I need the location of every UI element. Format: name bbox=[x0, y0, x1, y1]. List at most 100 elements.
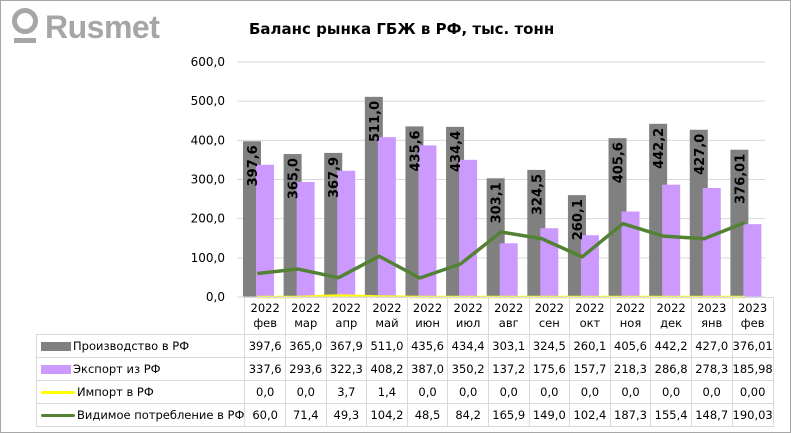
table-cell: 434,4 bbox=[447, 334, 489, 358]
x-tick-part: мар bbox=[294, 316, 318, 330]
x-tick-label: 2022 июл bbox=[447, 297, 489, 335]
y-tick-label: 500,0 bbox=[191, 94, 225, 108]
legend-label: Видимое потребление в РФ bbox=[77, 408, 245, 422]
export-bar bbox=[702, 187, 721, 297]
table-cell: 435,6 bbox=[406, 334, 449, 358]
rusmet-logo: Rusmet bbox=[11, 7, 160, 47]
x-tick-label: 2022 май bbox=[366, 297, 408, 335]
x-tick-part: 2022 bbox=[453, 301, 483, 315]
x-tick-label: 2022 окт bbox=[569, 297, 611, 335]
x-tick-part: дек bbox=[660, 316, 683, 330]
x-tick-part: 2022 bbox=[412, 301, 443, 315]
logo-icon bbox=[12, 8, 38, 43]
table-cell: 3,7 bbox=[325, 380, 368, 404]
table-cell: 322,3 bbox=[325, 357, 368, 381]
table-cell: 397,6 bbox=[244, 334, 286, 358]
table-row: Видимое потребление в РФ 60,0 71,4 49,3 104,… bbox=[35, 403, 774, 427]
table-cell: 137,2 bbox=[487, 357, 530, 381]
logo-text: Rusmet bbox=[45, 8, 160, 45]
data-table: 2022 фев 2022 мар 2022 апр 2022 май 2022 июн 2022 и… bbox=[35, 297, 774, 427]
table-cell: 405,6 bbox=[609, 334, 652, 358]
production-data-label: 303,1 bbox=[490, 182, 505, 223]
production-data-label: 324,5 bbox=[530, 174, 545, 215]
export-bar bbox=[337, 170, 356, 297]
x-tick-part: май bbox=[375, 316, 399, 330]
table-cell: 71,4 bbox=[284, 403, 327, 427]
table-cell: 0,00 bbox=[731, 380, 774, 404]
x-tick-part: фев bbox=[253, 316, 278, 330]
x-tick-label: 2023 фев bbox=[731, 297, 774, 335]
legend-key bbox=[41, 342, 71, 351]
production-data-label: 365,0 bbox=[287, 158, 302, 199]
table-cell: 367,9 bbox=[325, 334, 368, 358]
production-data-label: 511,0 bbox=[368, 101, 383, 142]
table-cell: 175,6 bbox=[528, 357, 571, 381]
export-bar bbox=[459, 159, 478, 297]
legend-entry: Экспорт из РФ bbox=[35, 357, 246, 381]
legend-entry: Производство в РФ bbox=[35, 334, 246, 358]
table-row: Производство в РФ 397,6 365,0 367,9 511,0 435… bbox=[35, 334, 774, 358]
legend-key bbox=[41, 414, 75, 417]
table-cell: 0,0 bbox=[284, 380, 327, 404]
export-bar bbox=[743, 224, 762, 297]
x-tick-label: 2022 дек bbox=[650, 297, 692, 335]
table-cell: 60,0 bbox=[244, 403, 286, 427]
table-cell: 0,0 bbox=[447, 380, 489, 404]
production-data-label: 442,2 bbox=[652, 128, 667, 169]
export-bar bbox=[418, 145, 437, 297]
table-cell: 293,6 bbox=[284, 357, 327, 381]
x-tick-part: ноя bbox=[619, 316, 642, 330]
export-bar bbox=[256, 164, 274, 297]
production-data-label: 405,6 bbox=[612, 142, 627, 183]
x-tick-part: 2023 bbox=[697, 301, 727, 315]
consumption-line bbox=[257, 220, 746, 280]
y-tick-label: 400,0 bbox=[191, 133, 225, 147]
x-tick-part: 2022 bbox=[656, 301, 686, 315]
table-cell: 350,2 bbox=[447, 357, 489, 381]
export-bar bbox=[662, 184, 681, 297]
export-bar bbox=[621, 211, 640, 297]
table-cell: 0,0 bbox=[690, 380, 733, 404]
x-tick-part: 2022 bbox=[372, 301, 402, 315]
x-tick-part: янв bbox=[701, 316, 723, 330]
legend-entry: Импорт в РФ bbox=[35, 380, 246, 404]
table-cell: 303,1 bbox=[487, 334, 530, 358]
table-cell: 442,2 bbox=[650, 334, 692, 358]
table-cell: 148,7 bbox=[690, 403, 733, 427]
x-tick-part: 2022 bbox=[534, 301, 564, 315]
x-tick-part: июл bbox=[455, 316, 481, 330]
table-cell: 337,6 bbox=[244, 357, 286, 381]
production-data-label: 376,01 bbox=[733, 154, 748, 204]
x-tick-part: 2023 bbox=[737, 301, 768, 315]
x-tick-part: апр bbox=[335, 316, 358, 330]
production-data-label: 260,1 bbox=[571, 199, 586, 240]
table-cell: 187,3 bbox=[609, 403, 652, 427]
table-row: Импорт в РФ 0,0 0,0 3,7 1,4 0,0 0,0 0,0 0,0 0,0 0,… bbox=[35, 380, 774, 404]
table-cell: 365,0 bbox=[284, 334, 327, 358]
y-tick-label: 0,0 bbox=[206, 290, 225, 304]
table-cell: 84,2 bbox=[447, 403, 489, 427]
table-cell: 149,0 bbox=[528, 403, 571, 427]
table-cell: 324,5 bbox=[528, 334, 571, 358]
table-cell: 102,4 bbox=[569, 403, 611, 427]
x-tick-part: сен bbox=[538, 316, 560, 330]
x-tick-label: 2022 сен bbox=[528, 297, 571, 335]
x-tick-label: 2022 авг bbox=[487, 297, 530, 335]
production-data-label: 397,6 bbox=[246, 145, 261, 186]
table-cell: 408,2 bbox=[366, 357, 408, 381]
legend-key bbox=[41, 365, 71, 374]
table-cell: 286,8 bbox=[650, 357, 692, 381]
export-bar bbox=[499, 243, 518, 297]
x-tick-part: 2022 bbox=[615, 301, 646, 315]
x-tick-part: июн bbox=[415, 316, 440, 330]
table-cell: 0,0 bbox=[406, 380, 449, 404]
table-cell: 218,3 bbox=[609, 357, 652, 381]
x-tick-label: 2022 апр bbox=[325, 297, 368, 335]
y-tick-label: 300,0 bbox=[191, 173, 225, 187]
table-cell: 376,01 bbox=[731, 334, 774, 358]
table-header-row: 2022 фев 2022 мар 2022 апр 2022 май 2022 июн 2022 и… bbox=[37, 297, 774, 335]
x-tick-label: 2022 мар bbox=[284, 297, 327, 335]
production-data-label: 367,9 bbox=[327, 157, 342, 198]
